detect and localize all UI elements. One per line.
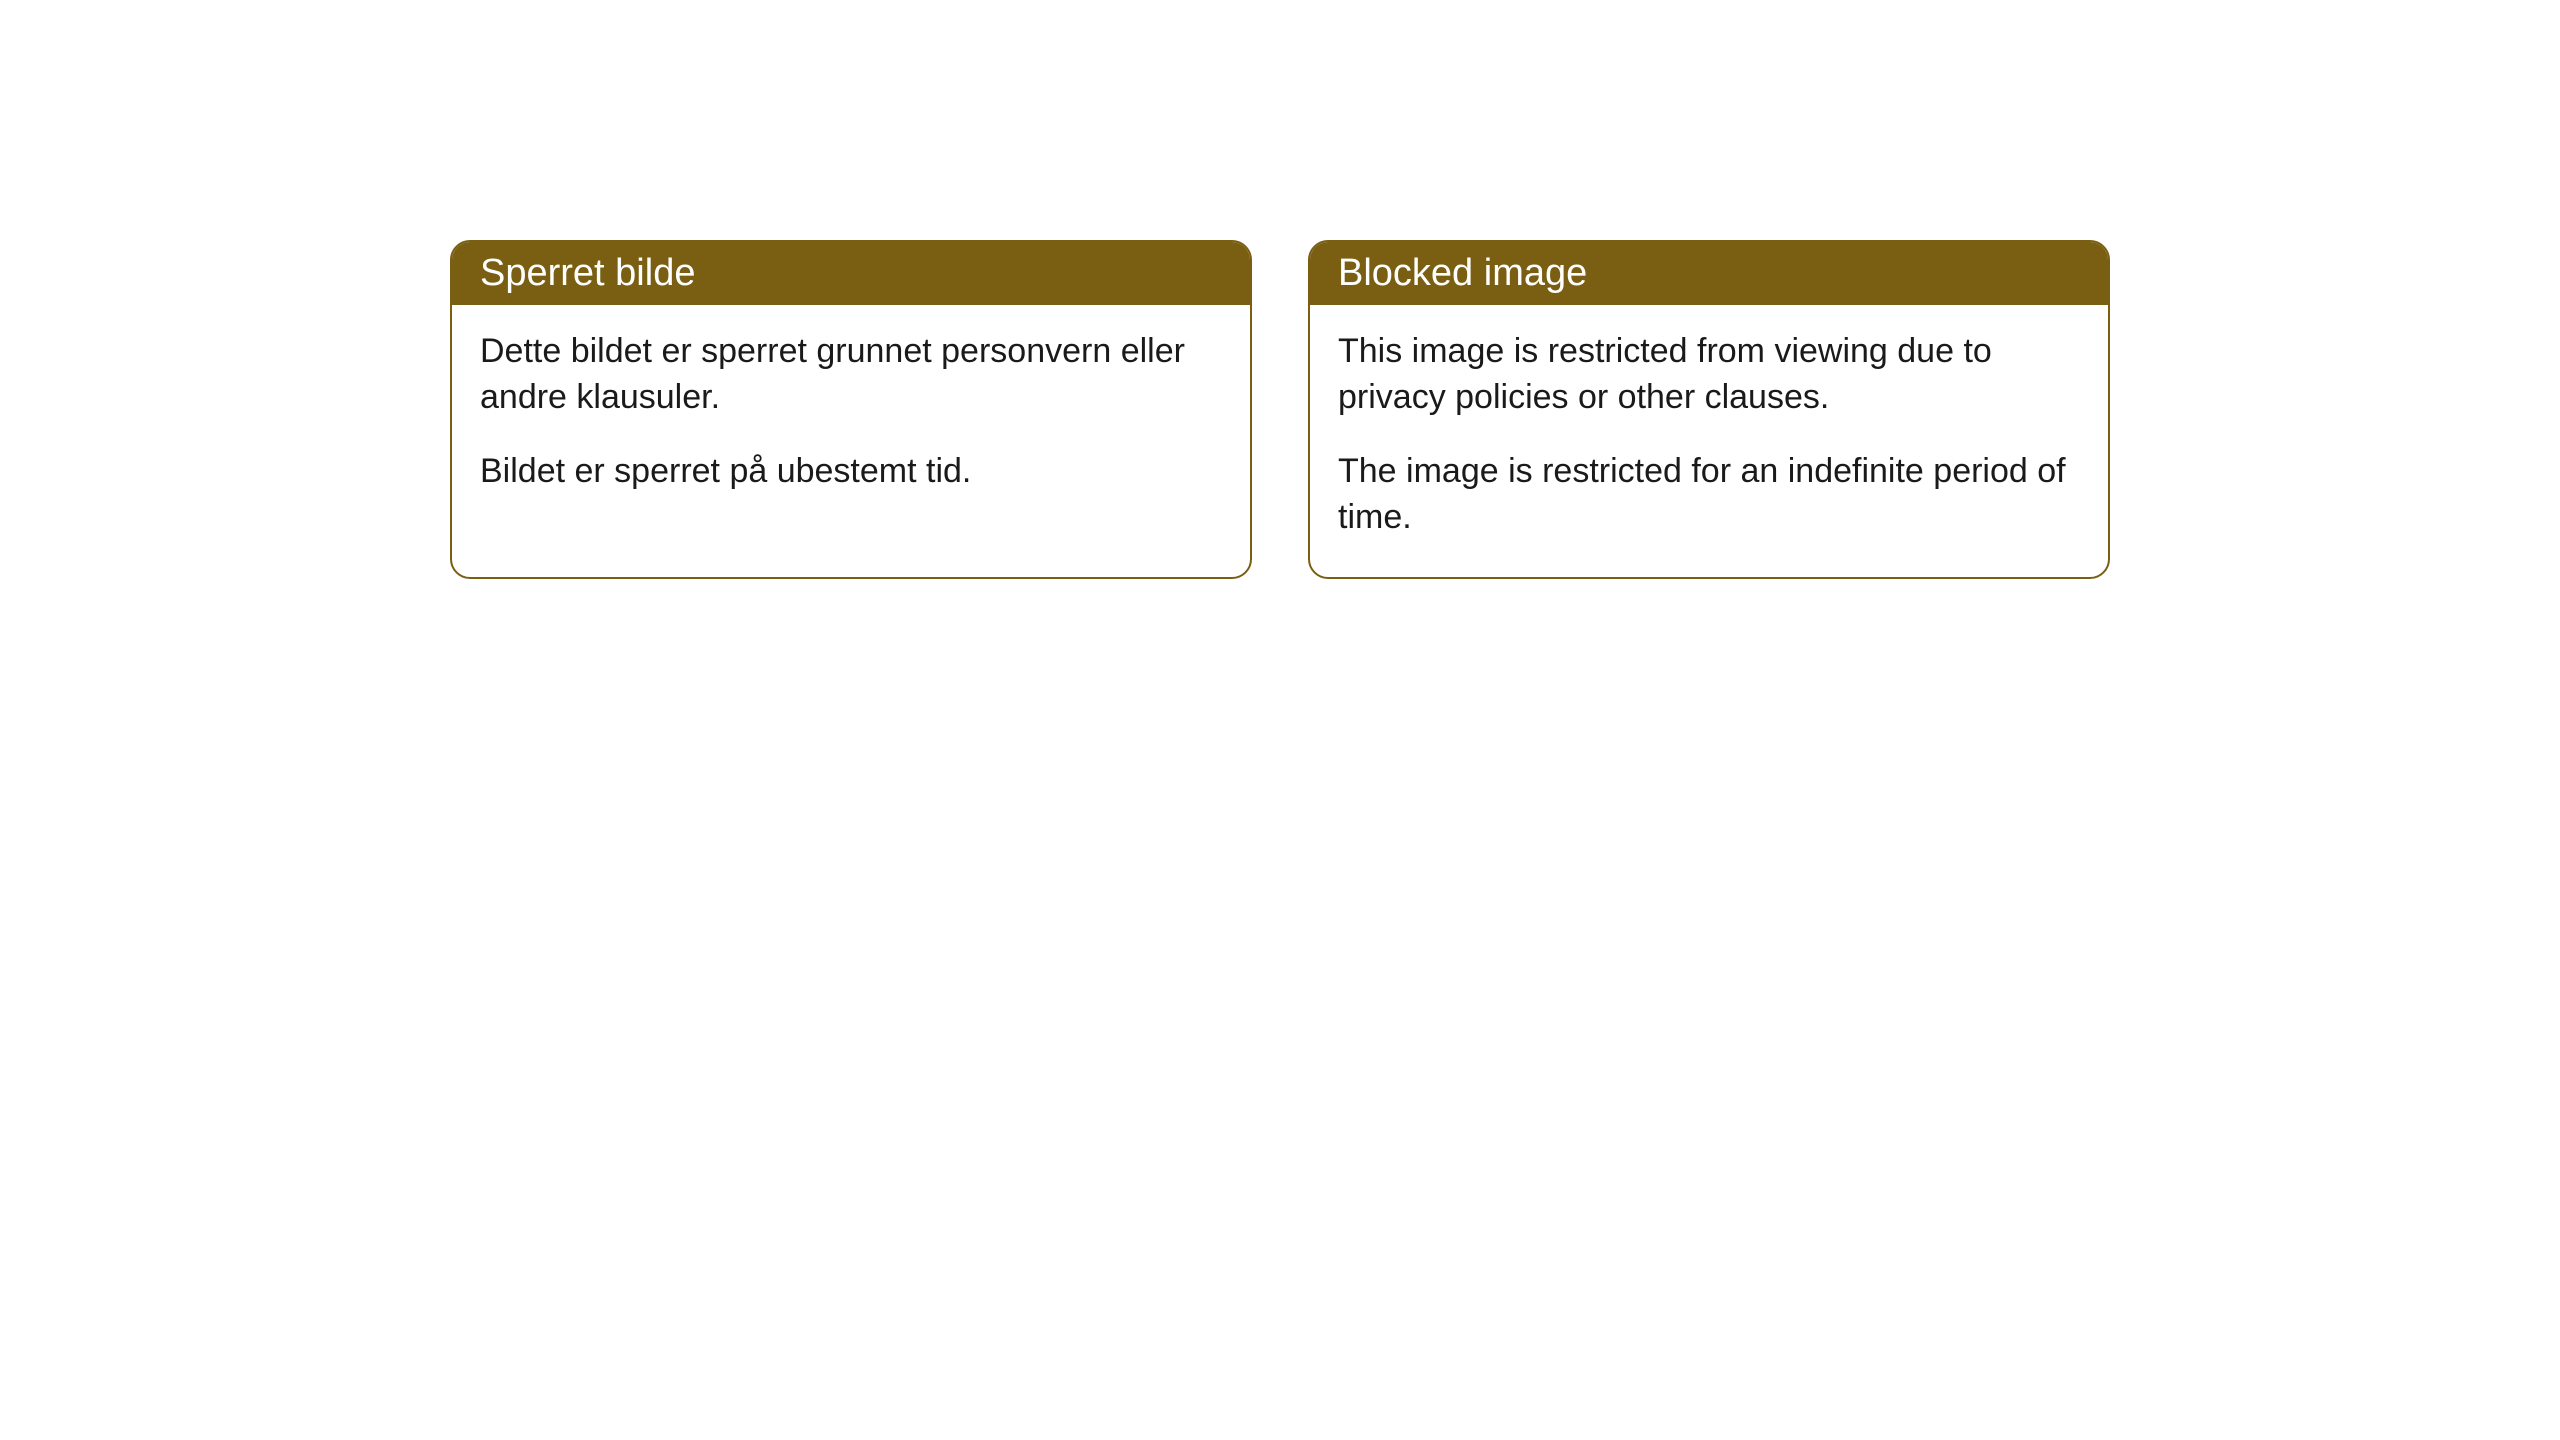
card-title: Sperret bilde <box>480 252 695 294</box>
card-body: Dette bildet er sperret grunnet personve… <box>452 305 1250 531</box>
card-paragraph: The image is restricted for an indefinit… <box>1338 449 2080 541</box>
card-title: Blocked image <box>1338 252 1587 294</box>
card-paragraph: Dette bildet er sperret grunnet personve… <box>480 329 1222 421</box>
notice-card-norwegian: Sperret bilde Dette bildet er sperret gr… <box>450 240 1252 579</box>
notice-card-english: Blocked image This image is restricted f… <box>1308 240 2110 579</box>
card-paragraph: This image is restricted from viewing du… <box>1338 329 2080 421</box>
notice-cards-container: Sperret bilde Dette bildet er sperret gr… <box>450 240 2110 579</box>
card-header: Sperret bilde <box>452 242 1250 305</box>
card-body: This image is restricted from viewing du… <box>1310 305 2108 577</box>
card-header: Blocked image <box>1310 242 2108 305</box>
card-paragraph: Bildet er sperret på ubestemt tid. <box>480 449 1222 495</box>
